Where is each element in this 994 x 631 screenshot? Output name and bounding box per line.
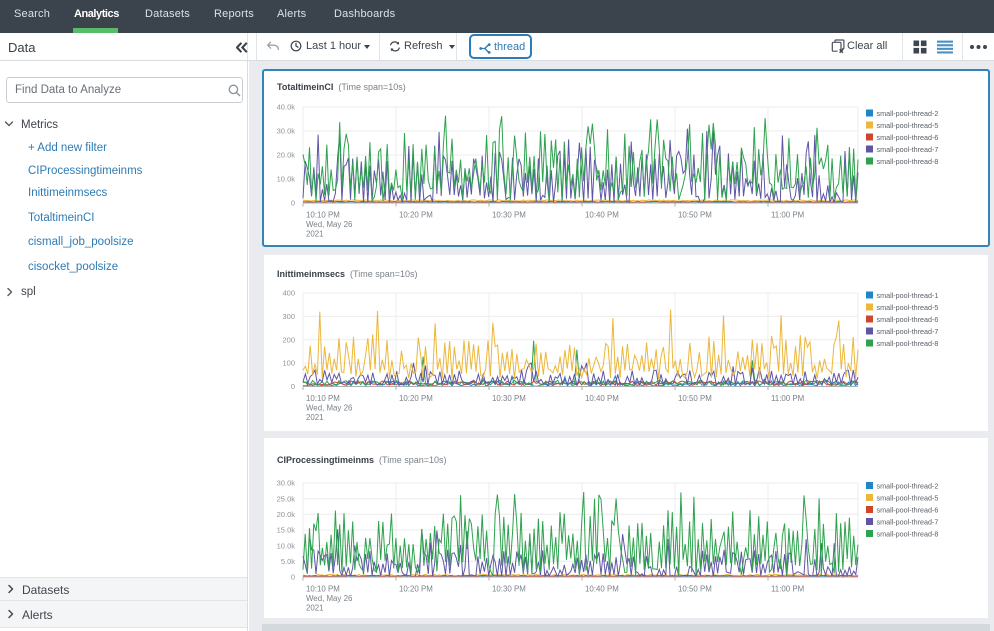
svg-text:10:50 PM: 10:50 PM (678, 211, 712, 220)
svg-text:small-pool-thread-6: small-pool-thread-6 (877, 315, 939, 324)
svg-text:11:00 PM: 11:00 PM (771, 585, 804, 594)
svg-text:small-pool-thread-5: small-pool-thread-5 (877, 121, 939, 130)
svg-text:small-pool-thread-6: small-pool-thread-6 (877, 505, 939, 514)
svg-text:30.0k: 30.0k (277, 127, 296, 136)
svg-text:small-pool-thread-8: small-pool-thread-8 (877, 339, 939, 348)
svg-text:10:40 PM: 10:40 PM (585, 211, 619, 220)
svg-text:2021: 2021 (306, 604, 324, 613)
svg-text:10:20 PM: 10:20 PM (399, 211, 433, 220)
svg-text:small-pool-thread-1: small-pool-thread-1 (877, 291, 939, 300)
svg-text:10:40 PM: 10:40 PM (585, 585, 619, 594)
svg-text:11:00 PM: 11:00 PM (771, 211, 804, 220)
svg-text:0: 0 (291, 573, 295, 582)
svg-text:small-pool-thread-5: small-pool-thread-5 (877, 493, 939, 502)
svg-text:10:10 PM: 10:10 PM (306, 394, 340, 403)
svg-text:10.0k: 10.0k (277, 175, 296, 184)
svg-text:small-pool-thread-5: small-pool-thread-5 (877, 303, 939, 312)
svg-text:200: 200 (282, 335, 295, 344)
svg-text:small-pool-thread-6: small-pool-thread-6 (877, 133, 939, 142)
svg-text:20.0k: 20.0k (277, 151, 296, 160)
svg-text:Wed, May 26: Wed, May 26 (306, 404, 353, 413)
svg-text:small-pool-thread-8: small-pool-thread-8 (877, 529, 939, 538)
svg-text:10:30 PM: 10:30 PM (492, 394, 526, 403)
svg-text:25.0k: 25.0k (277, 494, 296, 503)
svg-text:10:10 PM: 10:10 PM (306, 585, 340, 594)
svg-text:10:30 PM: 10:30 PM (492, 585, 526, 594)
svg-text:small-pool-thread-7: small-pool-thread-7 (877, 145, 939, 154)
svg-text:30.0k: 30.0k (277, 479, 296, 488)
svg-text:40.0k: 40.0k (277, 103, 296, 112)
svg-text:100: 100 (282, 359, 295, 368)
svg-text:10:50 PM: 10:50 PM (678, 585, 712, 594)
svg-text:5.0k: 5.0k (281, 557, 295, 566)
svg-text:10:40 PM: 10:40 PM (585, 394, 619, 403)
svg-text:0: 0 (291, 199, 295, 208)
svg-text:small-pool-thread-2: small-pool-thread-2 (877, 481, 939, 490)
svg-text:2021: 2021 (306, 413, 324, 422)
svg-text:10:50 PM: 10:50 PM (678, 394, 712, 403)
svg-text:15.0k: 15.0k (277, 526, 296, 535)
svg-text:0: 0 (291, 382, 295, 391)
svg-text:10:20 PM: 10:20 PM (399, 585, 433, 594)
svg-text:300: 300 (282, 312, 295, 321)
svg-text:small-pool-thread-7: small-pool-thread-7 (877, 517, 939, 526)
svg-text:Wed, May 26: Wed, May 26 (306, 220, 353, 229)
svg-text:10:20 PM: 10:20 PM (399, 394, 433, 403)
svg-text:11:00 PM: 11:00 PM (771, 394, 804, 403)
svg-text:small-pool-thread-2: small-pool-thread-2 (877, 109, 939, 118)
svg-text:10:10 PM: 10:10 PM (306, 211, 340, 220)
svg-text:10.0k: 10.0k (277, 541, 296, 550)
svg-text:2021: 2021 (306, 230, 324, 239)
svg-text:small-pool-thread-7: small-pool-thread-7 (877, 327, 939, 336)
svg-text:10:30 PM: 10:30 PM (492, 211, 526, 220)
svg-text:400: 400 (282, 289, 295, 298)
svg-text:small-pool-thread-8: small-pool-thread-8 (877, 157, 939, 166)
svg-text:20.0k: 20.0k (277, 510, 296, 519)
svg-text:Wed, May 26: Wed, May 26 (306, 594, 353, 603)
